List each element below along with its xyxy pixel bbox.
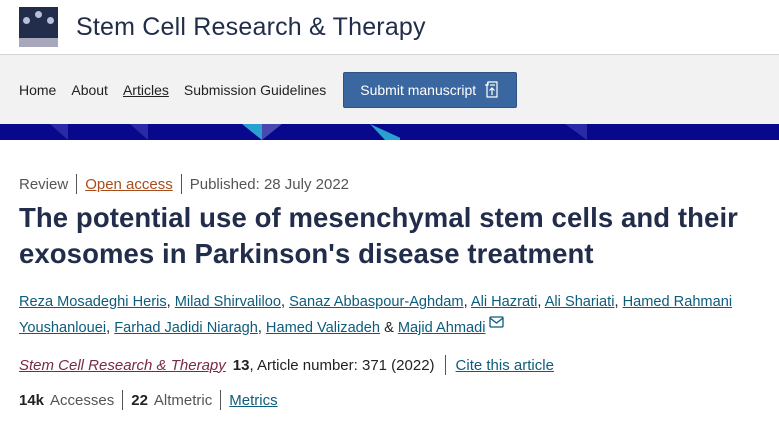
volume: 13	[232, 356, 250, 374]
citation-line: Stem Cell Research & Therapy 13 , Articl…	[19, 355, 760, 375]
author-list: Reza Mosadeghi Heris, Milad Shirvaliloo,…	[19, 294, 733, 336]
article-number: , Article number: 371 (2022)	[249, 356, 435, 374]
author-link[interactable]: Ali Shariati	[544, 294, 615, 310]
nav-home[interactable]: Home	[19, 81, 57, 98]
altmetric-label: Altmetric	[153, 391, 213, 409]
altmetric-count: 22	[131, 391, 148, 409]
nav-about[interactable]: About	[71, 81, 108, 98]
accesses-label: Accesses	[50, 391, 115, 409]
accesses-count: 14k	[19, 391, 45, 409]
metrics-link[interactable]: Metrics	[229, 391, 278, 409]
article-title: The potential use of mesenchymal stem ce…	[19, 202, 738, 269]
author-link[interactable]: Hamed Valizadeh	[265, 320, 381, 336]
upload-document-icon	[485, 81, 498, 98]
author-link[interactable]: Hamed Rahmani Youshanlouei	[19, 294, 733, 336]
email-icon[interactable]	[488, 316, 504, 328]
author-link[interactable]: Milad Shirvaliloo	[174, 294, 282, 310]
author-link[interactable]: Farhad Jadidi Niaragh	[114, 320, 258, 336]
submit-manuscript-button[interactable]: Submit manuscript	[343, 71, 518, 108]
journal-title[interactable]: Stem Cell Research & Therapy	[76, 12, 426, 41]
open-access-link[interactable]: Open access	[85, 175, 173, 193]
author-link[interactable]: Ali Hazrati	[470, 294, 538, 310]
decorative-banner	[0, 124, 779, 140]
main-nav: Home About Articles Submission Guideline…	[0, 55, 779, 124]
published-date: Published: 28 July 2022	[189, 175, 350, 193]
nav-submission-guidelines[interactable]: Submission Guidelines	[183, 81, 327, 98]
nav-articles[interactable]: Articles	[122, 81, 169, 98]
article-meta: Review Open access Published: 28 July 20…	[19, 174, 760, 194]
cite-article-link[interactable]: Cite this article	[455, 356, 554, 374]
site-header: Stem Cell Research & Therapy	[0, 0, 779, 55]
author-link[interactable]: Majid Ahmadi	[397, 320, 486, 336]
author-link[interactable]: Sanaz Abbaspour-Aghdam	[289, 294, 464, 310]
author-link[interactable]: Reza Mosadeghi Heris	[19, 294, 167, 310]
journal-logo[interactable]	[19, 7, 58, 47]
metrics-bar: 14k Accesses 22 Altmetric Metrics	[19, 390, 760, 410]
submit-label: Submit manuscript	[360, 81, 477, 98]
journal-link[interactable]: Stem Cell Research & Therapy	[19, 356, 226, 374]
article-type: Review	[19, 175, 69, 193]
